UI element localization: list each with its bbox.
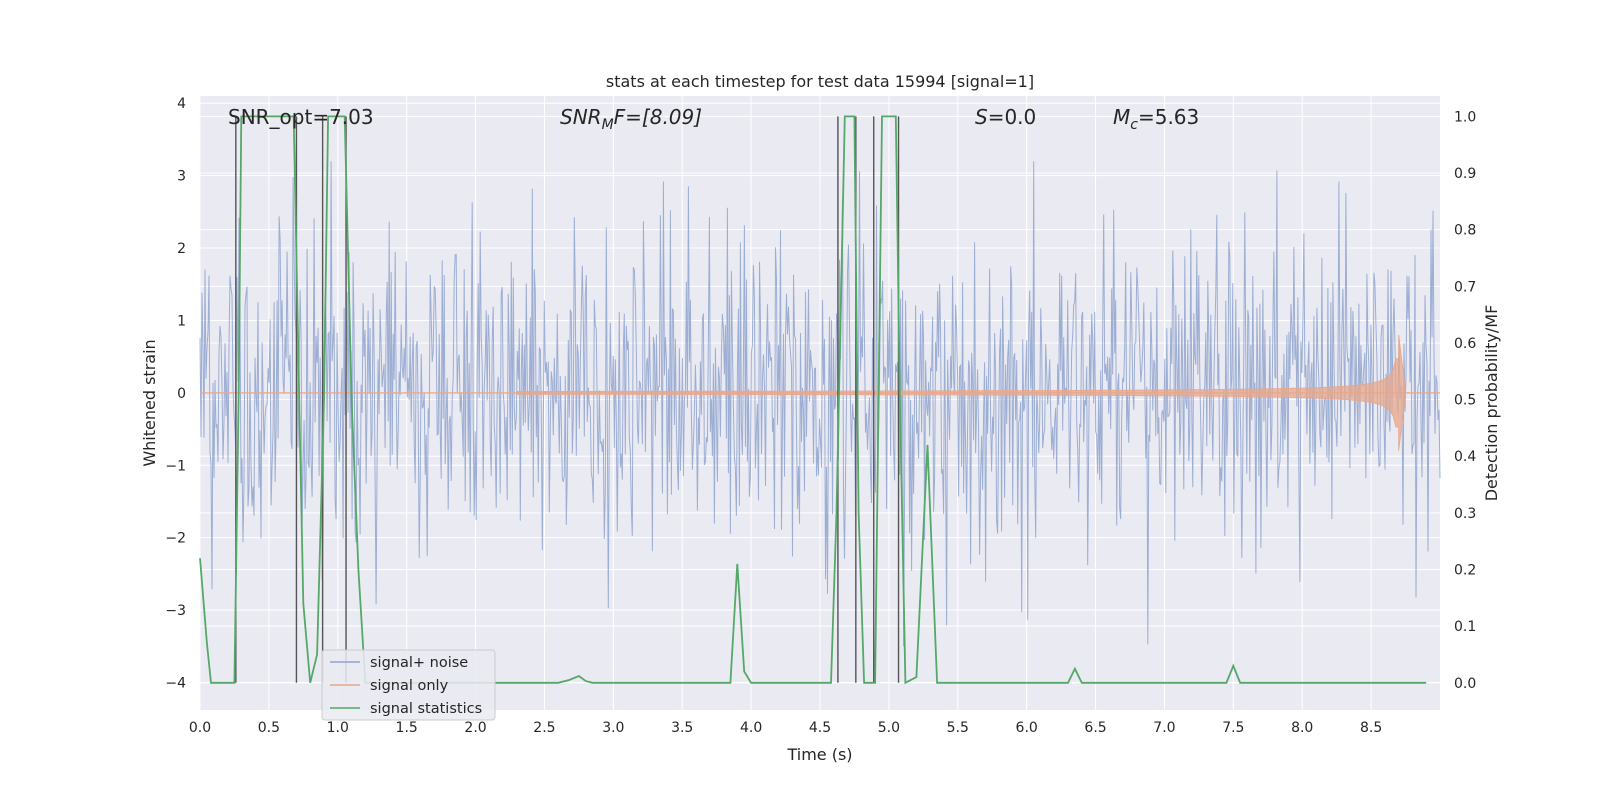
y-right-tick-label: 0.0 [1454, 676, 1476, 692]
x-tick-label: 3.0 [602, 720, 624, 736]
legend-label-signal: signal only [370, 678, 449, 694]
noise-series [199, 161, 1441, 647]
signal-statistics-line [199, 115, 1427, 685]
mc-subscript: c [1130, 117, 1138, 133]
y-axis-label-right: Detection probability/MF [1482, 305, 1501, 502]
x-tick-label: 4.5 [809, 720, 831, 736]
signal-only-envelope [516, 334, 1406, 451]
snr-mf-value: F=[8.09] [614, 105, 702, 129]
signal-only-series [200, 334, 1440, 451]
y-right-tick-label: 0.2 [1454, 563, 1476, 579]
annotation-mc: Mc=5.63 [1113, 105, 1199, 133]
y-right-tick-label: 0.8 [1454, 223, 1476, 239]
x-tick-label: 0.0 [189, 720, 211, 736]
x-tick-label: 4.0 [740, 720, 762, 736]
x-tick-label: 6.0 [1016, 720, 1038, 736]
x-tick-label: 1.5 [396, 720, 418, 736]
noise-line [199, 161, 1441, 647]
chart-title: stats at each timestep for test data 159… [606, 72, 1034, 91]
y-left-tick-label: −3 [165, 603, 186, 619]
x-tick-label: 1.0 [327, 720, 349, 736]
tick-labels: 0.0 0.5 1.0 1.5 2.0 2.5 3.0 3.5 4.0 4.5 5.0 5.5 6.0 6… [165, 96, 1476, 736]
x-tick-label: 8.0 [1291, 720, 1313, 736]
signal-statistics-series [199, 115, 1427, 685]
x-tick-label: 7.0 [1153, 720, 1175, 736]
y-left-tick-label: −4 [165, 675, 186, 691]
legend-label-stats: signal statistics [370, 701, 482, 717]
x-tick-label: 5.0 [878, 720, 900, 736]
y-left-tick-label: 1 [177, 313, 186, 329]
legend: signal+ noise signal only signal statist… [321, 649, 496, 721]
y-right-tick-label: 0.5 [1454, 393, 1476, 409]
x-tick-label: 5.5 [947, 720, 969, 736]
mc-symbol: M [1113, 105, 1130, 129]
y-right-tick-label: 0.7 [1454, 279, 1476, 295]
s-symbol: S [975, 105, 988, 129]
x-tick-label: 2.5 [533, 720, 555, 736]
annotation-snr-opt: SNR_opt=7.03 [228, 105, 374, 129]
y-left-tick-label: −1 [165, 458, 186, 474]
y-left-tick-label: −2 [165, 531, 186, 547]
y-right-tick-label: 0.4 [1454, 449, 1476, 465]
y-left-tick-label: 2 [177, 241, 186, 257]
y-right-tick-label: 0.6 [1454, 336, 1476, 352]
snr-mf-symbol: SNR [560, 105, 602, 129]
annotations: SNR_opt=7.03 SNRMF=[8.09] S=0.0 Mc=5.63 [228, 105, 1199, 133]
s-value: =0.0 [988, 105, 1037, 129]
y-right-tick-label: 0.9 [1454, 166, 1476, 182]
mc-value: =5.63 [1138, 105, 1199, 129]
legend-box [321, 649, 496, 721]
y-right-tick-label: 1.0 [1454, 109, 1476, 125]
y-axis-label-left: Whitened strain [140, 339, 159, 466]
y-right-tick-label: 0.3 [1454, 506, 1476, 522]
x-tick-label: 0.5 [258, 720, 280, 736]
y-left-tick-label: 0 [177, 386, 186, 402]
y-left-tick-label: 4 [177, 96, 186, 112]
x-tick-label: 7.5 [1222, 720, 1244, 736]
x-tick-label: 8.5 [1360, 720, 1382, 736]
y-right-tick-label: 0.1 [1454, 619, 1476, 635]
annotation-snr-mf: SNRMF=[8.09] [560, 105, 702, 133]
x-tick-label: 6.5 [1084, 720, 1106, 736]
x-axis-label: Time (s) [786, 745, 852, 764]
legend-label-noise: signal+ noise [370, 655, 468, 671]
y-left-tick-label: 3 [177, 169, 186, 185]
snr-mf-subscript: M [602, 117, 614, 133]
annotation-s: S=0.0 [975, 105, 1036, 129]
x-tick-label: 2.0 [464, 720, 486, 736]
x-tick-label: 3.5 [671, 720, 693, 736]
